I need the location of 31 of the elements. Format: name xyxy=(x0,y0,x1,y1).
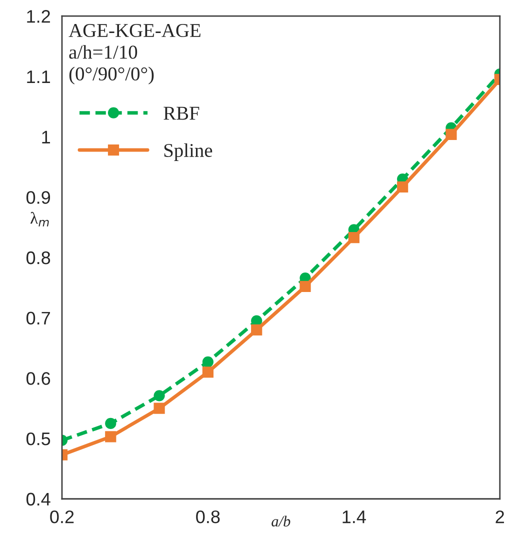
y-tick-label: 0.5 xyxy=(26,432,50,446)
y-tick-label: 0.6 xyxy=(26,372,50,385)
point xyxy=(105,431,116,442)
x-tick-label: 1.4 xyxy=(342,510,366,524)
y-tick-label: 0.9 xyxy=(26,191,50,204)
legend-label: RBF xyxy=(164,106,200,120)
y-axis-title: λ$_{m}$ xyxy=(30,212,49,226)
point xyxy=(154,402,165,414)
x-tick-label: 2 xyxy=(496,510,504,524)
point xyxy=(251,324,262,336)
x-tick-label: 0.2 xyxy=(50,510,74,524)
annotation: (0°/90°/0°) xyxy=(69,66,154,84)
y-tick-label: 0.7 xyxy=(26,312,50,325)
point xyxy=(446,128,457,140)
x-tick-label: 0.8 xyxy=(196,510,220,524)
annotation: a/h=1/10 xyxy=(69,45,138,59)
point xyxy=(300,280,311,292)
point xyxy=(105,418,116,429)
y-tick-label: 0.8 xyxy=(26,251,50,264)
point xyxy=(397,181,408,192)
annotation: AGE-KGE-AGE xyxy=(68,24,200,38)
y-tick-label: 1 xyxy=(42,130,50,144)
point xyxy=(154,390,165,402)
legend-label: Spline xyxy=(164,143,212,161)
point xyxy=(202,366,214,378)
y-tick-label: 1.1 xyxy=(27,70,50,83)
point xyxy=(202,356,214,368)
y-tick-label: 1.2 xyxy=(27,10,50,23)
y-tick-label: 0.4 xyxy=(26,492,50,506)
point xyxy=(348,232,360,244)
x-axis-title: a/b xyxy=(272,516,290,527)
